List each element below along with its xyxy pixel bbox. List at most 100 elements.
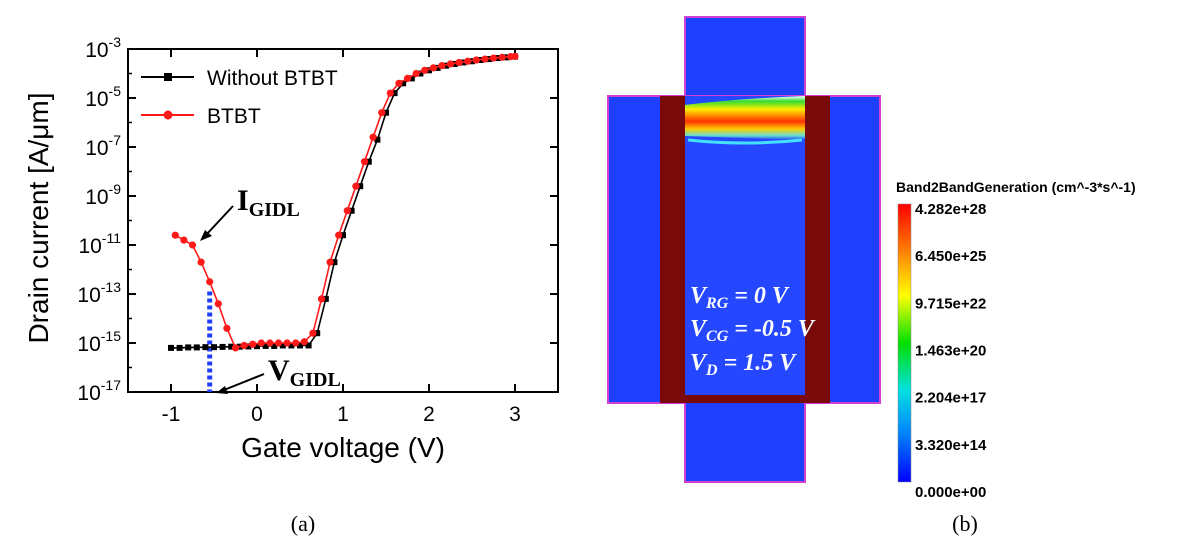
- data-point-btbt: [395, 79, 403, 87]
- data-point-btbt: [197, 258, 205, 266]
- vgidl-arrow: [223, 373, 265, 391]
- legend-label-btbt: BTBT: [207, 105, 261, 128]
- caption-b: (b): [952, 511, 978, 536]
- data-point-btbt: [455, 58, 463, 67]
- data-point-btbt: [257, 339, 265, 347]
- colorbar-title: Band2BandGeneration (cm^-3*s^-1): [896, 179, 1136, 195]
- data-point-btbt: [283, 339, 291, 347]
- data-point-without-btbt: [322, 295, 329, 302]
- data-point-btbt: [171, 231, 179, 239]
- data-point-without-btbt: [365, 158, 372, 165]
- series-line-without-btbt: [171, 55, 516, 349]
- data-point-without-btbt: [228, 343, 235, 350]
- data-point-btbt: [438, 62, 446, 70]
- data-point-btbt: [300, 338, 308, 346]
- data-point-without-btbt: [168, 344, 174, 351]
- colorbar-tick-label: 2.204e+17: [915, 390, 986, 407]
- data-point-btbt: [249, 340, 257, 348]
- y-tick-label: 10-15: [77, 328, 121, 356]
- data-point-without-btbt: [185, 344, 192, 351]
- data-point-btbt: [412, 69, 420, 78]
- data-point-without-btbt: [288, 342, 295, 349]
- data-point-btbt: [360, 158, 369, 166]
- x-tick-label: 0: [251, 403, 263, 426]
- x-tick-label: 3: [509, 403, 521, 426]
- data-point-without-btbt: [408, 75, 415, 82]
- data-point-btbt: [378, 109, 386, 117]
- right-gate: [805, 96, 830, 403]
- y-axis-ticks: 10-3 10-5 10-7 10-9 10-11 10-13 10-15 10-17: [77, 34, 558, 405]
- data-point-without-btbt: [193, 344, 200, 351]
- colorbar-tick-label: 6.450e+25: [915, 248, 986, 265]
- vgidl-main: V: [268, 354, 290, 387]
- legend-label-without-btbt: Without BTBT: [207, 67, 338, 90]
- data-point-btbt: [464, 57, 472, 65]
- panel-a-chart: 10-3 10-5 10-7 10-9 10-11 10-13 10-15 10-17 -1 0…: [23, 34, 559, 536]
- x-axis-ticks: -1 0 1 2 3: [162, 49, 521, 426]
- data-point-without-btbt: [426, 67, 432, 74]
- bias-labels: VRG = 0 V VCG = -0.5 V VD = 1.5 V: [690, 283, 816, 379]
- data-point-without-btbt: [262, 342, 269, 349]
- data-point-btbt: [188, 241, 197, 249]
- data-point-without-btbt: [340, 232, 346, 239]
- data-point-btbt: [309, 329, 317, 337]
- data-point-btbt: [386, 89, 394, 97]
- legend-marker-btbt: [163, 110, 173, 120]
- data-point-without-btbt: [219, 343, 226, 350]
- data-point-without-btbt: [245, 343, 252, 350]
- panel-b-simulation: VRG = 0 V VCG = -0.5 V VD = 1.5 V Band2B…: [607, 16, 1136, 536]
- y-tick-label: 10-11: [78, 230, 121, 258]
- data-point-without-btbt: [176, 344, 183, 351]
- data-point-btbt: [274, 339, 283, 347]
- data-point-without-btbt: [314, 330, 321, 337]
- band-to-band-hotspot: [684, 96, 805, 140]
- bias-rg-value: = 0 V: [728, 283, 790, 309]
- data-point-without-btbt: [383, 109, 389, 116]
- data-point-btbt: [292, 339, 300, 347]
- bias-rg-sub: RG: [705, 295, 729, 312]
- data-point-without-btbt: [254, 343, 260, 350]
- y-tick-label: 10-17: [77, 377, 121, 405]
- device-top-contact: [684, 16, 806, 98]
- data-point-without-btbt: [211, 344, 217, 351]
- colorbar-tick-label: 4.282e+28: [915, 201, 986, 218]
- data-point-without-btbt: [400, 80, 407, 87]
- igidl-annotation: IGIDL: [237, 184, 300, 221]
- data-point-btbt: [326, 258, 334, 266]
- data-point-without-btbt: [357, 183, 364, 190]
- data-point-btbt: [403, 74, 412, 82]
- data-point-btbt: [231, 344, 240, 352]
- y-tick-label: 10-7: [85, 132, 121, 160]
- data-point-without-btbt: [297, 342, 303, 349]
- x-axis-label: Gate voltage (V): [241, 432, 445, 463]
- data-point-btbt: [335, 231, 343, 239]
- data-point-without-btbt: [279, 342, 286, 349]
- data-point-without-btbt: [271, 342, 278, 349]
- data-point-btbt: [206, 278, 214, 286]
- colorbar-tick-label: 3.320e+14: [915, 437, 987, 454]
- x-tick-label: -1: [162, 403, 181, 426]
- vgidl-arrowhead: [216, 386, 228, 394]
- data-point-without-btbt: [434, 64, 441, 71]
- bias-d-main: V: [690, 350, 708, 376]
- bias-label-rg: VRG = 0 V: [690, 283, 790, 312]
- data-point-btbt: [489, 54, 498, 62]
- vgidl-annotation: VGIDL: [268, 354, 341, 391]
- data-point-btbt: [223, 324, 231, 332]
- caption-a: (a): [291, 511, 315, 536]
- colorbar-labels: 4.282e+28 6.450e+25 9.715e+22 1.463e+20 2.20…: [915, 201, 987, 501]
- data-point-without-btbt: [348, 207, 355, 214]
- bias-d-value: = 1.5 V: [718, 350, 798, 376]
- data-point-without-btbt: [391, 90, 398, 97]
- y-tick-label: 10-9: [85, 181, 121, 209]
- data-point-without-btbt: [331, 259, 338, 266]
- colorbar-tick-label: 9.715e+22: [915, 295, 986, 312]
- igidl-arrowhead: [200, 230, 212, 241]
- igidl-sub: GIDL: [249, 199, 300, 221]
- data-point-btbt: [180, 236, 188, 244]
- colorbar-tick-label: 1.463e+20: [915, 343, 986, 360]
- y-axis-label: Drain current [A/μm]: [23, 92, 54, 343]
- data-point-without-btbt: [417, 70, 424, 77]
- bias-rg-main: V: [690, 283, 708, 309]
- plot-area-frame: [127, 48, 559, 393]
